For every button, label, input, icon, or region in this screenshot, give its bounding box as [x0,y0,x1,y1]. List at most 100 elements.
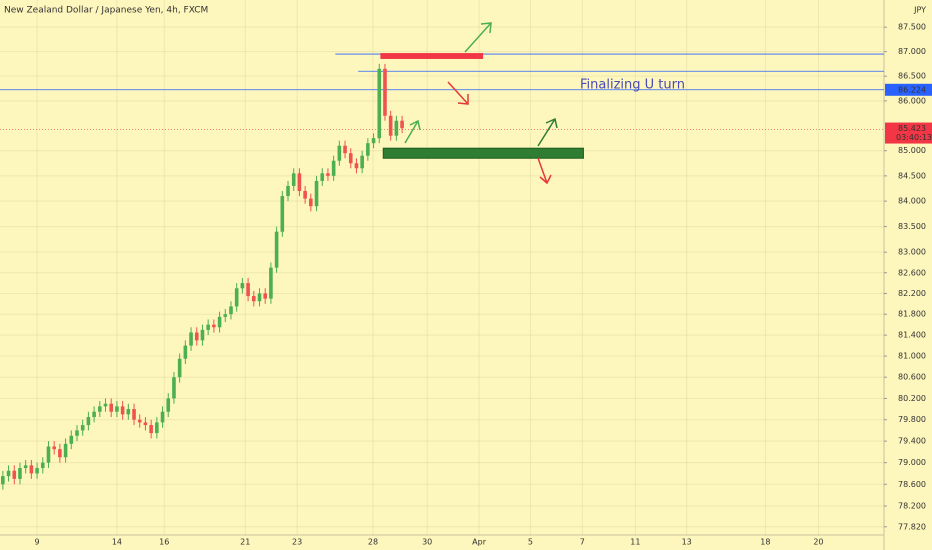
candles [1,63,404,490]
candle-body [280,196,285,232]
candle-body [194,332,199,341]
candle-body [354,163,359,169]
candle-body [183,345,188,359]
y-tick-label: 86.500 [898,72,926,81]
candle-body [314,180,319,207]
candle-body [291,173,296,186]
y-tick-label: 82.600 [898,268,926,277]
candle-body [172,377,176,399]
candle-body [303,191,307,199]
y-tick-label: 80.600 [898,373,926,382]
candle-body [75,430,79,436]
x-tick-label: 16 [159,538,169,547]
candle-body [383,68,387,116]
candle-body [331,160,336,176]
price-label-box [885,83,932,96]
candle-body [400,120,404,129]
annotation: Finalizing U turn [580,78,685,93]
candle-body [35,468,39,474]
y-tick-label: 84.500 [898,171,926,180]
candle-body [149,425,153,434]
y-tick-label: 81.000 [898,352,926,361]
candle-body [155,422,159,434]
y-tick-label: 87.500 [898,23,926,32]
x-tick-label: 13 [682,538,692,547]
price-label: 85.423 [898,124,926,133]
candle-body [263,293,267,299]
candle-body [223,314,228,317]
candle-body [394,120,399,136]
y-tick-label: 79.400 [898,437,926,446]
candle-body [371,138,376,144]
drawings [0,53,884,159]
x-tick-label: Apr [472,538,487,547]
candle-body [206,324,210,330]
x-tick-label: 11 [630,538,640,547]
candle-body [234,288,239,307]
price-label-box [885,122,932,144]
candle-body [58,449,62,458]
candle-body [366,143,370,156]
candle-body [40,462,45,469]
y-tick-label: 84.000 [898,197,926,206]
candle-body [143,422,148,426]
x-tick-label: 9 [35,538,40,547]
y-tick-label: 77.820 [898,522,926,531]
candle-body [229,306,233,315]
candle-body [46,446,51,463]
y-tick-label: 78.200 [898,502,926,511]
y-tick-label: 79.000 [898,458,926,467]
arrow-up [404,119,421,144]
candle-body [166,398,171,412]
candle-body [52,446,56,450]
arrow-up [464,22,492,53]
candle-body [309,198,313,207]
arrow-down [537,157,552,185]
y-tick-label: 82.200 [898,289,926,298]
candle-body [160,411,165,423]
grid [0,0,884,535]
zone [380,53,484,59]
candle-body [286,185,290,197]
candle-body [257,293,262,302]
x-tick-label: 14 [112,538,122,547]
candle-body [212,324,216,328]
candle-body [92,411,96,418]
y-tick-label: 83.500 [898,222,926,231]
arrow-down [447,81,469,105]
x-tick-label: 30 [422,538,432,547]
candle-body [200,329,205,341]
x-tick-label: 28 [368,538,378,547]
candle-body [337,145,342,161]
y-tick-label: 81.400 [898,331,926,340]
candle-body [132,409,136,420]
candle-body [86,417,91,426]
y-tick-label: 86.000 [898,96,926,105]
countdown: 03:40:13 [896,133,932,142]
candle-body [109,403,114,412]
y-tick-label: 81.800 [898,310,926,319]
candle-body [126,409,131,415]
y-tick-label: 79.800 [898,415,926,424]
x-tick-label: 21 [240,538,250,547]
chart-title: New Zealand Dollar / Japanese Yen, 4h, F… [4,6,208,16]
candle-body [320,173,325,181]
candle-body [18,468,22,479]
x-tick-label: 5 [528,538,533,547]
candle-body [6,470,11,477]
candle-body [217,316,222,328]
x-tick-label: 23 [292,538,302,547]
x-tick-label: 18 [760,538,770,547]
arrow-up [537,117,558,147]
candle-body [348,153,353,164]
y-tick-label: 78.600 [898,480,926,489]
y-tick-label: 87.000 [898,47,926,56]
candle-body [189,332,193,346]
candle-body [23,465,28,469]
candle-body [1,476,5,485]
candle-body [80,425,85,431]
candle-body [69,435,74,444]
currency-label: JPY [913,6,926,15]
candle-body [115,406,119,412]
